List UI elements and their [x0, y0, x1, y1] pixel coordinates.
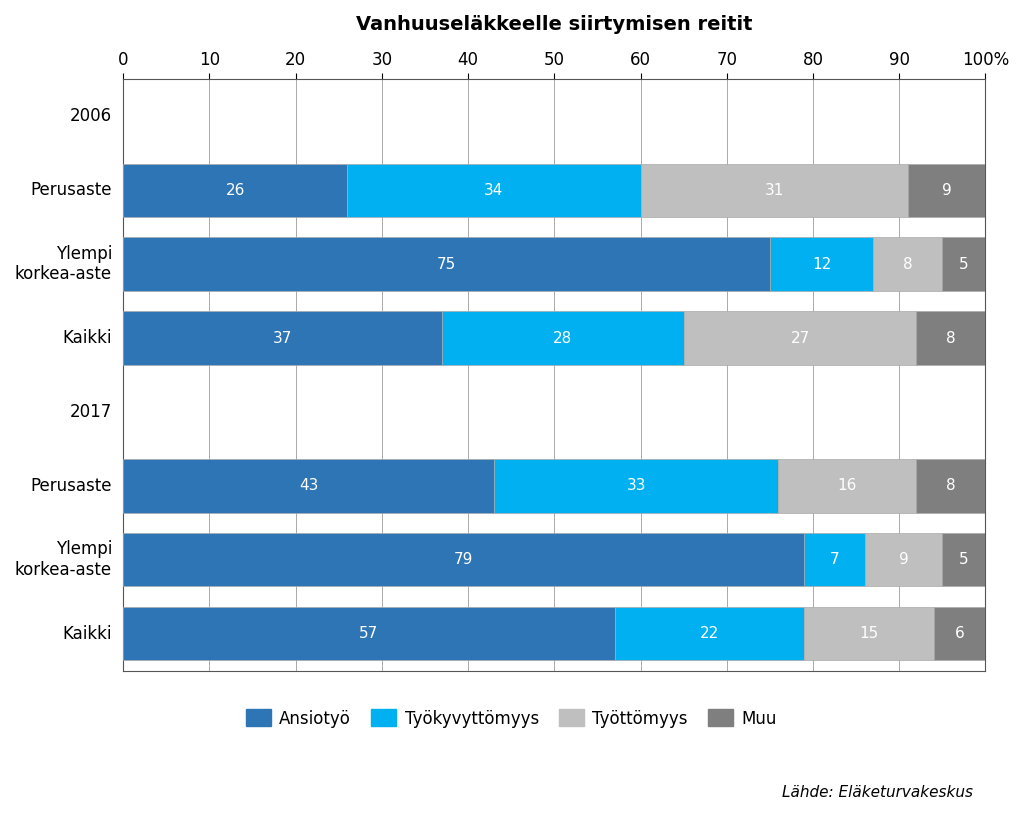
Text: 28: 28 [553, 330, 572, 345]
Bar [347, 163, 641, 217]
Bar [916, 459, 985, 512]
Bar [873, 237, 942, 290]
Text: 15: 15 [859, 627, 879, 641]
Text: 37: 37 [273, 330, 293, 345]
Bar [123, 607, 614, 660]
Text: 33: 33 [627, 478, 646, 494]
Bar [934, 607, 985, 660]
Text: 5: 5 [959, 552, 969, 567]
Text: 79: 79 [454, 552, 473, 567]
Text: 8: 8 [946, 330, 955, 345]
Bar [804, 533, 864, 587]
Text: 26: 26 [225, 183, 245, 197]
Bar [684, 312, 916, 365]
Text: 16: 16 [838, 478, 857, 494]
Bar [778, 459, 916, 512]
Text: 8: 8 [903, 256, 912, 272]
Text: 9: 9 [899, 552, 908, 567]
Legend: Ansiotyö, Työkyvyttömyys, Työttömyys, Muu: Ansiotyö, Työkyvyttömyys, Työttömyys, Mu… [240, 703, 783, 734]
Text: 75: 75 [437, 256, 456, 272]
Bar [641, 163, 908, 217]
Text: 57: 57 [359, 627, 379, 641]
Text: Lähde: Eläketurvakeskus: Lähde: Eläketurvakeskus [781, 785, 973, 800]
Bar [942, 533, 985, 587]
Title: Vanhuuseläkkeelle siirtymisen reitit: Vanhuuseläkkeelle siirtymisen reitit [356, 15, 753, 34]
Text: 6: 6 [954, 627, 965, 641]
Bar [123, 237, 770, 290]
Text: 22: 22 [699, 627, 719, 641]
Bar [864, 533, 942, 587]
Text: 43: 43 [299, 478, 318, 494]
Text: 7: 7 [829, 552, 840, 567]
Bar [614, 607, 804, 660]
Bar [804, 607, 934, 660]
Text: 31: 31 [765, 183, 783, 197]
Bar [123, 163, 347, 217]
Bar [942, 237, 985, 290]
Bar [770, 237, 873, 290]
Text: 8: 8 [946, 478, 955, 494]
Bar [123, 312, 442, 365]
Text: 34: 34 [484, 183, 504, 197]
Bar [494, 459, 778, 512]
Text: 5: 5 [959, 256, 969, 272]
Bar [123, 459, 494, 512]
Text: 9: 9 [942, 183, 951, 197]
Bar [123, 533, 804, 587]
Bar [916, 312, 985, 365]
Bar [442, 312, 684, 365]
Bar [908, 163, 985, 217]
Text: 12: 12 [812, 256, 831, 272]
Text: 27: 27 [791, 330, 810, 345]
